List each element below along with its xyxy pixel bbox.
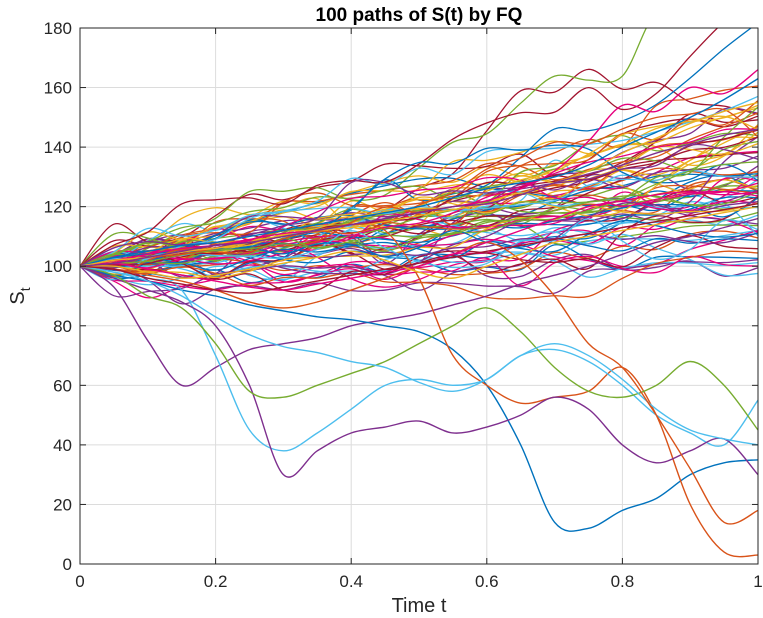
- path-line: [80, 28, 719, 267]
- x-axis-label: Time t: [392, 595, 447, 617]
- series-line-path-low-1: [80, 217, 758, 387]
- x-tick-label: 0.6: [475, 572, 499, 591]
- path-line: [80, 95, 758, 267]
- x-tick-label: 0: [75, 572, 84, 591]
- path-line: [80, 235, 758, 293]
- x-tick-label: 0.2: [204, 572, 228, 591]
- series-line-path-low-2: [80, 265, 758, 532]
- y-tick-label: 120: [44, 198, 72, 217]
- series-line-path-mid-1: [80, 191, 758, 291]
- plot-area: [80, 28, 758, 564]
- y-tick-label: 100: [44, 257, 72, 276]
- path-line: [80, 143, 758, 267]
- series-line-path-low-6: [80, 265, 758, 431]
- y-tick-label: 160: [44, 79, 72, 98]
- y-axis-label-main: S: [7, 291, 29, 304]
- path-line: [80, 131, 758, 267]
- y-tick-label: 40: [53, 436, 72, 455]
- ticks: 0 0.2 0.4 0.6 0.8 1 0 20 40 60 80 100 120 140 160 180: [44, 19, 763, 591]
- y-axis-label: St: [7, 287, 33, 304]
- path-line: [80, 125, 758, 267]
- y-tick-label: 80: [53, 317, 72, 336]
- series-line-path-low-5: [80, 265, 758, 478]
- axes-box: [79, 27, 759, 565]
- path-line: [80, 251, 758, 278]
- series-line-path-low-4: [80, 265, 758, 452]
- y-tick-label: 0: [63, 555, 72, 574]
- y-axis-label-subscript: t: [17, 287, 33, 291]
- x-tick-label: 0.8: [611, 572, 635, 591]
- paths-group: [80, 28, 758, 558]
- x-tick-label: 1: [753, 572, 762, 591]
- grid: [80, 28, 758, 564]
- series-line-path-mid-3: [80, 203, 758, 294]
- y-tick-label: 20: [53, 495, 72, 514]
- path-line: [80, 106, 758, 267]
- y-tick-label: 60: [53, 376, 72, 395]
- x-tick-label: 0.4: [339, 572, 363, 591]
- path-line: [80, 237, 758, 271]
- series-line-path-high-4: [80, 128, 758, 267]
- path-line: [80, 191, 758, 267]
- path-line: [80, 140, 758, 267]
- path-line: [80, 184, 758, 267]
- path-line: [80, 208, 758, 277]
- y-tick-label: 180: [44, 19, 72, 38]
- path-line: [80, 190, 758, 298]
- series-line-path-high-3: [80, 101, 758, 267]
- series-line-path-mid-2: [80, 205, 758, 279]
- series-line-path-high-2: [80, 78, 758, 267]
- y-tick-label: 140: [44, 138, 72, 157]
- chart-title: 100 paths of S(t) by FQ: [316, 5, 523, 26]
- path-line: [80, 128, 758, 269]
